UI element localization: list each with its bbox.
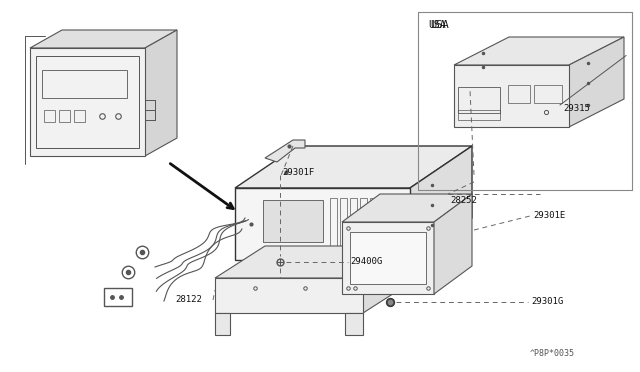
- Bar: [104, 288, 132, 306]
- Polygon shape: [215, 246, 413, 278]
- Text: 29301E: 29301E: [533, 211, 565, 219]
- Bar: [380, 198, 387, 248]
- Bar: [390, 198, 397, 248]
- Bar: [74, 110, 85, 122]
- Text: 28122: 28122: [175, 295, 202, 305]
- Bar: [370, 198, 377, 248]
- Bar: [330, 198, 337, 248]
- Bar: [360, 198, 367, 248]
- Bar: [263, 200, 323, 242]
- Polygon shape: [215, 313, 230, 335]
- Text: 29301F: 29301F: [282, 167, 314, 176]
- Text: 28252: 28252: [450, 196, 477, 205]
- Bar: [458, 110, 500, 119]
- Text: USA: USA: [430, 20, 449, 30]
- Bar: [350, 198, 357, 248]
- Bar: [340, 198, 347, 248]
- Polygon shape: [569, 37, 624, 127]
- Polygon shape: [215, 278, 363, 313]
- Bar: [42, 70, 127, 98]
- Text: USA: USA: [428, 20, 445, 30]
- Polygon shape: [345, 313, 363, 335]
- Bar: [458, 87, 500, 113]
- Polygon shape: [235, 188, 410, 260]
- Text: 29301G: 29301G: [531, 298, 563, 307]
- Bar: [534, 85, 562, 103]
- Bar: [44, 110, 55, 122]
- Text: 29315: 29315: [563, 103, 590, 112]
- Polygon shape: [410, 146, 472, 260]
- Text: 29400G: 29400G: [350, 257, 382, 266]
- Polygon shape: [265, 140, 305, 162]
- Polygon shape: [342, 194, 472, 222]
- Polygon shape: [363, 246, 413, 313]
- Bar: [36, 56, 139, 148]
- Polygon shape: [30, 48, 145, 156]
- Bar: [59, 110, 70, 122]
- Bar: [350, 232, 426, 284]
- Polygon shape: [434, 194, 472, 294]
- Polygon shape: [145, 30, 177, 156]
- Text: ^P8P*0035: ^P8P*0035: [530, 349, 575, 358]
- Bar: [508, 85, 530, 103]
- Polygon shape: [454, 65, 569, 127]
- Polygon shape: [342, 222, 434, 294]
- Bar: [400, 198, 407, 248]
- Polygon shape: [454, 37, 624, 65]
- Polygon shape: [30, 30, 177, 48]
- Polygon shape: [235, 146, 472, 188]
